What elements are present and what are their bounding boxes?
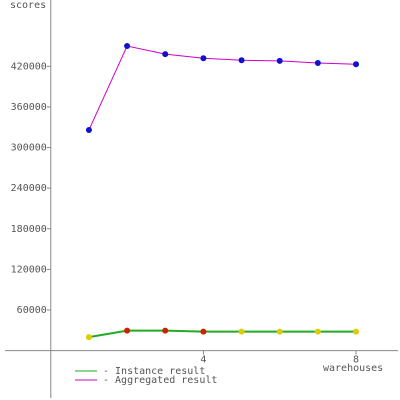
x-axis-label: warehouses bbox=[323, 363, 383, 374]
legend-label: - Aggregated result bbox=[103, 375, 217, 386]
y-tick-label: 420000 bbox=[11, 61, 47, 72]
data-point bbox=[276, 57, 283, 64]
data-point bbox=[85, 126, 92, 133]
y-tick-label: 240000 bbox=[11, 183, 47, 194]
data-point bbox=[314, 328, 321, 335]
data-point bbox=[238, 328, 245, 335]
y-axis-label: scores bbox=[10, 0, 46, 11]
data-point bbox=[314, 59, 321, 66]
data-point bbox=[200, 328, 207, 335]
x-tick-label: 8 bbox=[353, 355, 359, 366]
data-point bbox=[124, 43, 131, 50]
series-line bbox=[88, 45, 357, 131]
y-tick-label: 360000 bbox=[11, 102, 47, 113]
legend-label: - Instance result bbox=[103, 366, 205, 377]
data-point bbox=[353, 61, 360, 68]
data-point bbox=[238, 57, 245, 64]
y-tick-label: 60000 bbox=[17, 305, 47, 316]
data-point bbox=[353, 328, 360, 335]
x-tick-label: 4 bbox=[200, 355, 206, 366]
data-point bbox=[124, 327, 131, 334]
data-point bbox=[276, 328, 283, 335]
y-tick-label: 300000 bbox=[11, 143, 47, 154]
series-line bbox=[88, 329, 357, 339]
data-point bbox=[85, 334, 92, 341]
data-point bbox=[162, 51, 169, 58]
data-point bbox=[162, 327, 169, 334]
y-tick-label: 180000 bbox=[11, 224, 47, 235]
y-tick-label: 120000 bbox=[11, 264, 47, 275]
data-point bbox=[200, 55, 207, 62]
